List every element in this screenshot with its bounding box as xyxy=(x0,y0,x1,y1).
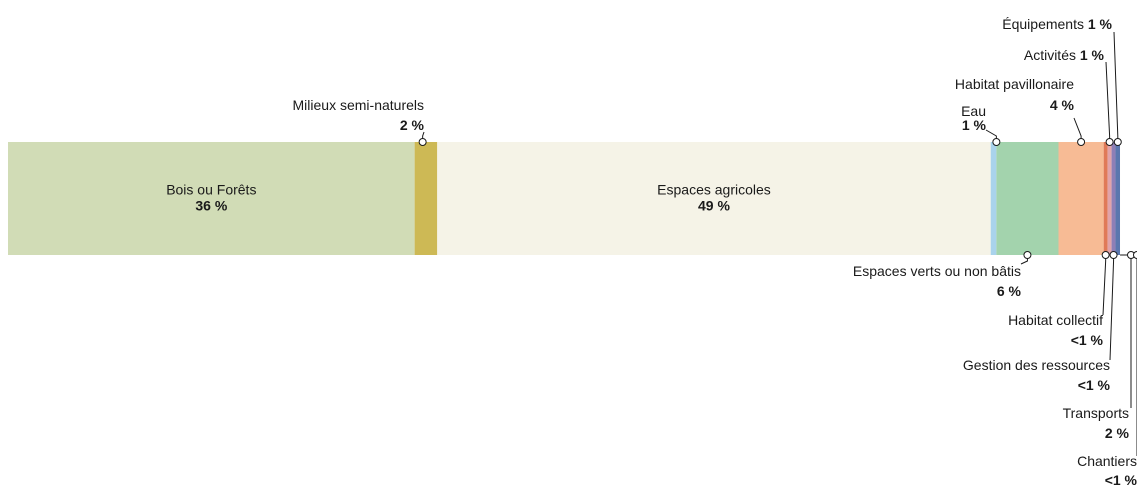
leader-transports xyxy=(1120,254,1132,408)
label-gestion-des-ressources: Gestion des ressources xyxy=(963,357,1110,373)
dot-habitat-pavillonaire xyxy=(1077,138,1086,146)
dot-espaces-verts-ou-non-batis xyxy=(1023,251,1032,259)
leader-equipements xyxy=(1113,31,1119,142)
dot-milieux-semi-naturels xyxy=(418,138,427,146)
leader-activites xyxy=(1105,61,1111,142)
label-milieux-semi-naturels: Milieux semi-naturels xyxy=(293,97,424,113)
value-habitat-collectif: <1 % xyxy=(1071,332,1104,348)
value-habitat-pavillonaire: 4 % xyxy=(1050,97,1075,113)
value-bois-ou-forets: 36 % xyxy=(195,198,227,214)
bar-segment-activites xyxy=(1107,142,1112,255)
bar-segment-espaces-verts-ou-non-batis xyxy=(996,142,1059,255)
dot-gestion-des-ressources xyxy=(1109,251,1118,259)
bar-segment-eau xyxy=(990,142,997,255)
dot-eau xyxy=(992,138,1001,146)
value-eau: 1 % xyxy=(962,117,987,133)
bar-segment-espaces-agricoles xyxy=(437,142,991,255)
value-espaces-agricoles: 49 % xyxy=(698,198,730,214)
value-gestion-des-ressources: <1 % xyxy=(1078,377,1111,393)
bar-segment-habitat-collectif xyxy=(1103,142,1108,255)
bar-segment-milieux-semi-naturels xyxy=(414,142,438,255)
dot-habitat-collectif xyxy=(1101,251,1110,259)
label-transports: Transports xyxy=(1063,405,1129,421)
dot-chantiers xyxy=(1133,251,1137,259)
bar-segment-equipements xyxy=(1115,142,1121,255)
stacked-bar xyxy=(8,142,1137,255)
leader-lines xyxy=(418,31,1137,456)
dot-activites xyxy=(1105,138,1114,146)
value-activites: 1 % xyxy=(1080,47,1105,63)
label-equipements: Équipements 1 % xyxy=(1002,16,1112,32)
label-bois-ou-forets: Bois ou Forêts xyxy=(166,182,256,198)
label-habitat-pavillonaire: Habitat pavillonaire xyxy=(955,76,1074,92)
label-habitat-collectif: Habitat collectif xyxy=(1008,312,1103,328)
dot-equipements xyxy=(1113,138,1122,146)
label-eau: Eau xyxy=(961,103,986,119)
value-milieux-semi-naturels: 2 % xyxy=(400,117,425,133)
value-chantiers: <1 % xyxy=(1105,472,1137,488)
bar-segment-transports xyxy=(1120,142,1134,255)
leader-habitat-collectif xyxy=(1102,255,1107,316)
bar-segment-habitat-pavillonaire xyxy=(1058,142,1104,255)
bar-segment-chantiers xyxy=(1133,142,1137,255)
value-espaces-verts-ou-non-batis: 6 % xyxy=(997,283,1022,299)
value-equipements: 1 % xyxy=(1088,16,1113,32)
leader-gestion-des-ressources xyxy=(1109,255,1115,361)
label-activites: Activités 1 % xyxy=(1024,47,1105,63)
label-espaces-agricoles: Espaces agricoles xyxy=(657,182,771,198)
bar-segment-gestion-des-ressources xyxy=(1111,142,1116,255)
label-espaces-verts-ou-non-batis: Espaces verts ou non bâtis xyxy=(853,263,1021,279)
bar-segment-bois-ou-forets xyxy=(8,142,415,255)
label-chantiers: Chantiers xyxy=(1077,453,1137,469)
value-transports: 2 % xyxy=(1105,425,1130,441)
